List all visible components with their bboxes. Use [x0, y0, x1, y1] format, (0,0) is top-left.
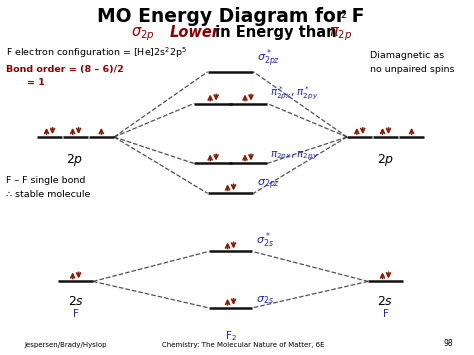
Text: Jespersen/Brady/Hyslop: Jespersen/Brady/Hyslop	[24, 342, 107, 348]
Text: = 1: = 1	[27, 78, 45, 87]
Text: F electron configuration = [He]2s$^2$2p$^5$: F electron configuration = [He]2s$^2$2p$…	[6, 45, 187, 60]
Text: $2s$: $2s$	[67, 295, 84, 308]
Text: $\sigma^*_{2pz}$: $\sigma^*_{2pz}$	[257, 48, 280, 70]
Text: $2p$: $2p$	[66, 152, 83, 168]
Text: F: F	[383, 309, 388, 319]
Text: $\sigma_{2s}$: $\sigma_{2s}$	[256, 295, 273, 306]
Text: F – F single bond: F – F single bond	[6, 176, 85, 185]
Text: Lower: Lower	[170, 25, 220, 40]
Text: Bond order = (8 – 6)/2: Bond order = (8 – 6)/2	[6, 65, 124, 74]
Text: Diamagnetic as: Diamagnetic as	[370, 51, 445, 60]
Text: $\sigma_{2pz}$: $\sigma_{2pz}$	[257, 178, 280, 192]
Text: $\sigma_{2p}$: $\sigma_{2p}$	[131, 25, 155, 43]
Text: no unpaired spins: no unpaired spins	[370, 65, 455, 75]
Text: $_2$: $_2$	[340, 7, 347, 21]
Text: in Energy than: in Energy than	[210, 25, 342, 40]
Text: $2p$: $2p$	[377, 152, 394, 168]
Text: $2s$: $2s$	[377, 295, 393, 308]
Text: $\pi^*_{2px}$, $\pi^*_{2py}$: $\pi^*_{2px}$, $\pi^*_{2py}$	[270, 85, 318, 102]
Text: ∴ stable molecule: ∴ stable molecule	[6, 190, 91, 199]
Text: $\pi_{2p}$: $\pi_{2p}$	[329, 25, 353, 43]
Text: 98: 98	[443, 339, 453, 348]
Text: F$_2$: F$_2$	[225, 330, 237, 343]
Text: MO Energy Diagram for F: MO Energy Diagram for F	[97, 7, 365, 26]
Text: $\sigma^*_{2s}$: $\sigma^*_{2s}$	[256, 230, 273, 250]
Text: F: F	[73, 309, 79, 319]
Text: $\pi_{2px}$, $\pi_{2py}$: $\pi_{2px}$, $\pi_{2py}$	[270, 149, 318, 162]
Text: Chemistry: The Molecular Nature of Matter, 6E: Chemistry: The Molecular Nature of Matte…	[162, 342, 324, 348]
